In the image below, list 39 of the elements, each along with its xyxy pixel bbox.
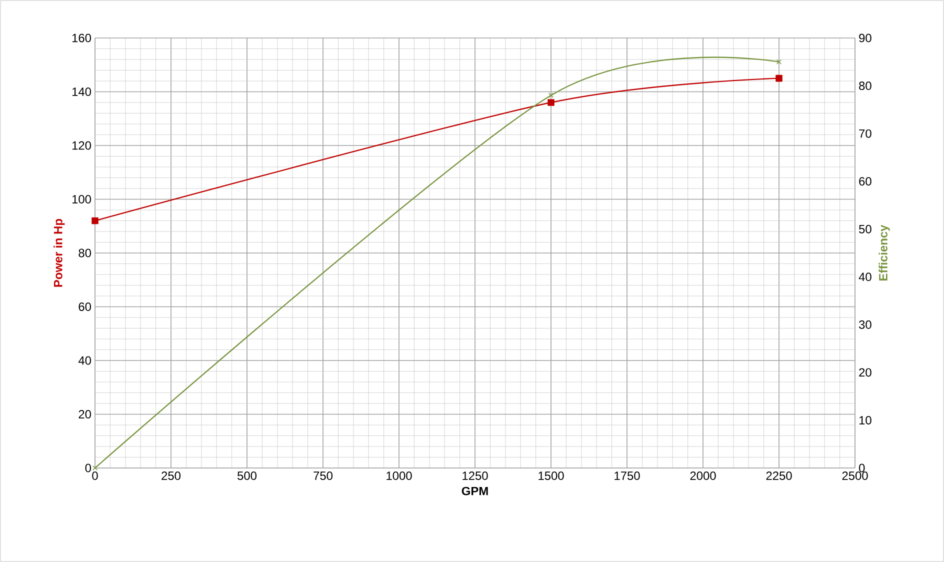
y2-tick-label: 60 [859,177,872,186]
y-tick-label: 0 [85,464,92,472]
y2-axis-title: Efficiency [878,224,890,280]
x-tick-label: 500 [238,472,257,480]
y-tick-label: 120 [72,141,92,150]
point [548,92,554,98]
y2-tick-label: 90 [859,34,872,42]
y2-tick-label: 50 [859,224,872,234]
x-tick-label: 750 [314,472,333,480]
x-tick-label: 1250 [462,472,488,480]
y2-tick-label: 20 [859,368,872,377]
point [776,74,782,82]
y-tick-label: 60 [78,302,92,311]
x-tick-label: 1000 [386,472,412,480]
point [548,99,554,106]
y2-tick-label: 0 [859,464,865,472]
x-tick-label: 250 [162,472,181,480]
y-tick-label: 20 [78,410,92,418]
y2-tick-label: 30 [858,320,872,329]
y-axis-title: Power in Hp [54,218,65,287]
y-tick-label: 100 [72,195,92,204]
y2-tick-label: 10 [859,416,872,424]
point [776,59,782,64]
y2-tick-label: 80 [859,82,872,90]
x-tick-label: 2500 [842,472,868,480]
x-tick-label: 1750 [614,472,640,480]
y2-tick-label: 40 [858,272,872,282]
x-tick-label: 1500 [538,472,564,480]
x-tick-label: 2000 [690,472,716,480]
y2-tick-label: 70 [859,129,872,138]
point [92,217,98,224]
y-tick-label: 80 [78,248,92,258]
x-tick-label: 0 [92,472,98,480]
y-tick-label: 40 [78,356,92,365]
point [92,465,98,471]
x-tick-label: 2250 [766,472,792,480]
x-axis-title: GPM [462,486,488,496]
y-tick-label: 140 [72,88,92,96]
y-tick-label: 160 [72,34,92,42]
